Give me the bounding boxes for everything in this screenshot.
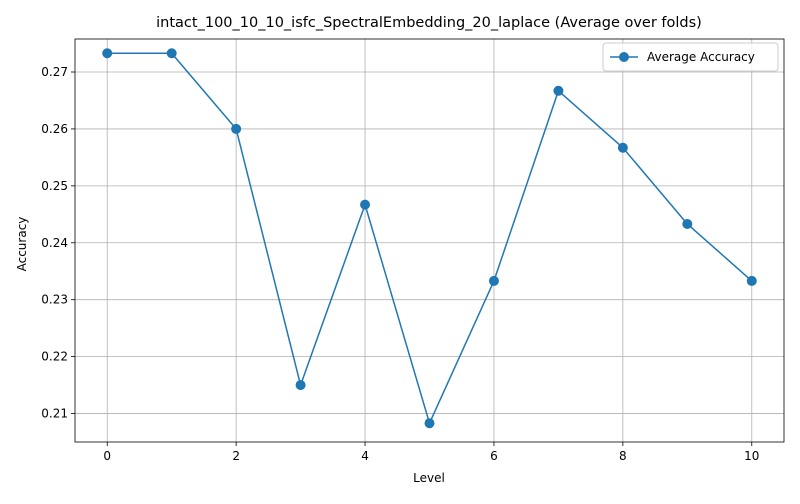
axes bbox=[74, 38, 785, 443]
x-tick-label: 6 bbox=[490, 449, 498, 463]
x-tick-label: 10 bbox=[744, 449, 759, 463]
y-tick-label: 0.21 bbox=[41, 407, 68, 421]
y-tick-label: 0.27 bbox=[41, 65, 68, 79]
data-point bbox=[553, 85, 564, 96]
legend-box bbox=[602, 42, 779, 72]
x-axis-label: Level bbox=[413, 471, 445, 485]
y-tick-label: 0.22 bbox=[41, 350, 68, 364]
data-point bbox=[166, 48, 177, 59]
y-axis-label: Accuracy bbox=[15, 217, 29, 272]
data-point bbox=[424, 418, 435, 429]
legend: Average Accuracy bbox=[602, 42, 779, 72]
legend-label: Average Accuracy bbox=[647, 50, 755, 64]
y-tick-label: 0.24 bbox=[41, 236, 68, 250]
data-point bbox=[746, 275, 757, 286]
data-point bbox=[617, 142, 628, 153]
tick-marks: 0 2 4 6 8 10 0.21 0.22 0.23 0.24 0.25 0.26 0.27 bbox=[41, 65, 759, 463]
x-tick-label: 2 bbox=[232, 449, 240, 463]
x-tick-label: 0 bbox=[103, 449, 111, 463]
data-point bbox=[488, 275, 499, 286]
x-tick-label: 8 bbox=[619, 449, 627, 463]
chart-title: intact_100_10_10_isfc_SpectralEmbedding_… bbox=[156, 15, 702, 31]
data-point bbox=[102, 48, 113, 59]
data-point bbox=[231, 123, 242, 134]
y-tick-label: 0.26 bbox=[41, 122, 68, 136]
legend-marker-swatch bbox=[619, 52, 629, 62]
y-tick-label: 0.23 bbox=[41, 293, 68, 307]
data-point bbox=[360, 199, 371, 210]
plot-frame bbox=[74, 38, 785, 443]
series-layer bbox=[102, 48, 757, 429]
x-tick-label: 4 bbox=[361, 449, 369, 463]
y-tick-label: 0.25 bbox=[41, 179, 68, 193]
grid-lines bbox=[75, 39, 784, 442]
data-point bbox=[682, 218, 693, 229]
data-point bbox=[295, 380, 306, 391]
